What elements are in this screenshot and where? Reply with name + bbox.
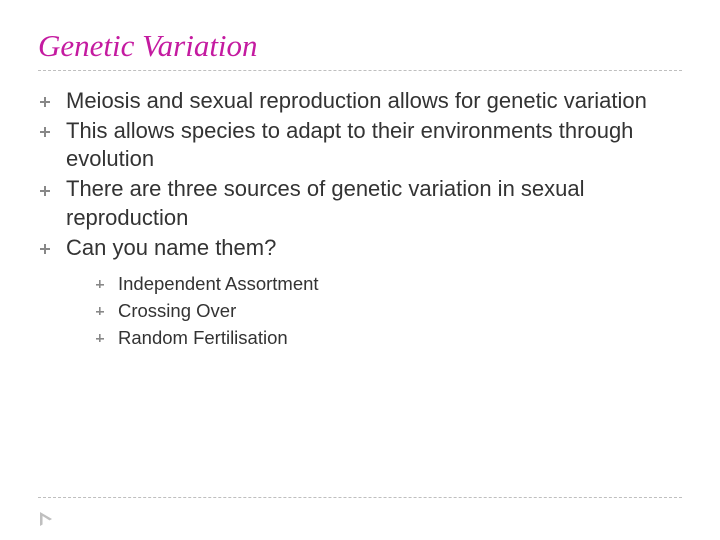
play-arrow-icon: [40, 512, 52, 526]
slide: Genetic Variation Meiosis and sexual rep…: [0, 0, 720, 540]
list-item: Meiosis and sexual reproduction allows f…: [38, 87, 682, 115]
list-item: Random Fertilisation: [94, 326, 682, 351]
bullet-text: Can you name them?: [66, 235, 276, 260]
footer-divider: [38, 497, 682, 498]
bullet-text: This allows species to adapt to their en…: [66, 118, 633, 171]
bullet-text: There are three sources of genetic varia…: [66, 176, 585, 229]
list-item: Independent Assortment: [94, 272, 682, 297]
slide-title: Genetic Variation: [38, 28, 682, 64]
title-divider: [38, 70, 682, 71]
main-bullet-list: Meiosis and sexual reproduction allows f…: [38, 87, 682, 351]
bullet-text: Meiosis and sexual reproduction allows f…: [66, 88, 647, 113]
list-item: This allows species to adapt to their en…: [38, 117, 682, 173]
list-item: Can you name them? Independent Assortmen…: [38, 234, 682, 351]
list-item: Crossing Over: [94, 299, 682, 324]
bullet-text: Independent Assortment: [118, 273, 319, 294]
list-item: There are three sources of genetic varia…: [38, 175, 682, 231]
sub-bullet-list: Independent Assortment Crossing Over Ran…: [66, 272, 682, 351]
bullet-text: Crossing Over: [118, 300, 236, 321]
bullet-text: Random Fertilisation: [118, 327, 288, 348]
